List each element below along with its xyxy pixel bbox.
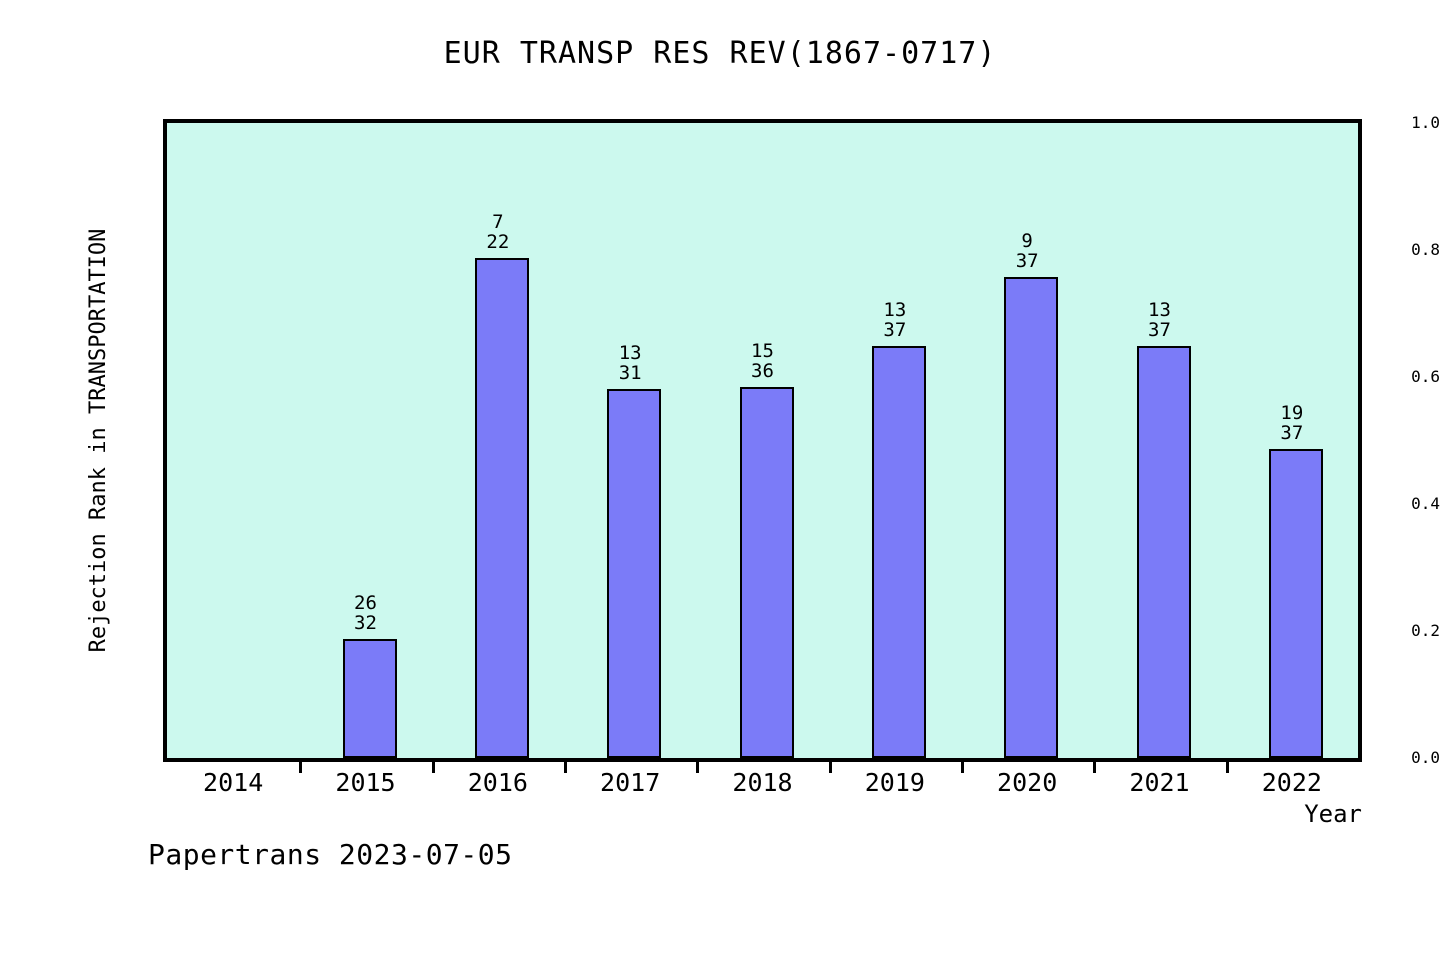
footer-note: Papertrans 2023-07-05 bbox=[148, 838, 513, 871]
bar-label-denominator: 31 bbox=[618, 362, 642, 385]
x-tick-label: 2020 bbox=[997, 768, 1058, 797]
bar-value-label: 13 31 bbox=[585, 343, 675, 383]
y-tick-label: 0.8 bbox=[1411, 240, 1440, 259]
bar-label-numerator: 9 bbox=[1021, 230, 1033, 253]
x-tick-label: 2016 bbox=[467, 768, 528, 797]
x-tick-mark bbox=[564, 762, 567, 773]
bar bbox=[1268, 449, 1323, 758]
chart-title: EUR TRANSP RES REV(1867-0717) bbox=[443, 36, 997, 71]
x-tick-label: 2014 bbox=[203, 768, 264, 797]
bar bbox=[474, 257, 529, 758]
plot-area bbox=[163, 119, 1362, 762]
y-tick-label: 0.2 bbox=[1411, 621, 1440, 640]
x-tick-mark bbox=[696, 762, 700, 773]
bar-label-numerator: 19 bbox=[1280, 402, 1304, 425]
bar-value-label: 26 32 bbox=[321, 593, 411, 633]
bar-label-numerator: 26 bbox=[354, 591, 377, 614]
x-tick-label: 2019 bbox=[864, 768, 925, 797]
x-tick-mark bbox=[1093, 762, 1097, 773]
x-tick-mark bbox=[299, 762, 303, 773]
bar-label-denominator: 37 bbox=[1148, 318, 1171, 341]
x-tick-mark bbox=[961, 762, 964, 773]
bar bbox=[607, 389, 662, 758]
bar-label-denominator: 37 bbox=[1015, 250, 1039, 273]
bar-label-numerator: 7 bbox=[492, 210, 504, 233]
bar-value-label: 13 37 bbox=[1115, 300, 1205, 340]
x-tick-label: 2015 bbox=[335, 768, 396, 797]
bar-value-label: 9 37 bbox=[982, 231, 1072, 271]
x-tick-mark bbox=[431, 762, 435, 773]
x-tick-label: 2018 bbox=[732, 768, 793, 797]
bar-label-denominator: 32 bbox=[354, 611, 377, 634]
x-tick-label: 2017 bbox=[600, 768, 661, 797]
bar-label-denominator: 22 bbox=[486, 230, 510, 253]
bar-value-label: 19 37 bbox=[1247, 403, 1337, 443]
bar bbox=[739, 387, 794, 758]
bar-value-label: 13 37 bbox=[850, 300, 940, 340]
bar bbox=[1004, 277, 1059, 758]
y-axis-label: Rejection Rank in TRANSPORTATION bbox=[86, 228, 111, 653]
bar bbox=[1136, 345, 1191, 758]
x-tick-mark bbox=[828, 762, 832, 773]
y-tick-label: 0.0 bbox=[1411, 748, 1440, 767]
bar-label-denominator: 37 bbox=[883, 318, 907, 341]
x-tick-label: 2021 bbox=[1129, 768, 1190, 797]
x-axis-label: Year bbox=[1304, 800, 1362, 828]
y-tick-label: 1.0 bbox=[1411, 113, 1440, 132]
bar-value-label: 7 22 bbox=[453, 212, 543, 252]
bar-label-numerator: 15 bbox=[751, 340, 774, 363]
bar-value-label: 15 36 bbox=[718, 341, 808, 381]
bar bbox=[871, 345, 926, 758]
bar-label-denominator: 36 bbox=[751, 360, 774, 383]
x-tick-mark bbox=[1225, 762, 1229, 773]
bar-label-numerator: 13 bbox=[1148, 298, 1171, 321]
y-tick-label: 0.6 bbox=[1411, 367, 1440, 386]
x-tick-label: 2022 bbox=[1261, 768, 1322, 797]
bar-label-denominator: 37 bbox=[1280, 422, 1304, 445]
bar bbox=[342, 638, 397, 758]
bars-container bbox=[167, 123, 1358, 758]
bar-label-numerator: 13 bbox=[883, 298, 907, 321]
bar-label-numerator: 13 bbox=[618, 342, 642, 365]
y-tick-label: 0.4 bbox=[1411, 494, 1440, 513]
